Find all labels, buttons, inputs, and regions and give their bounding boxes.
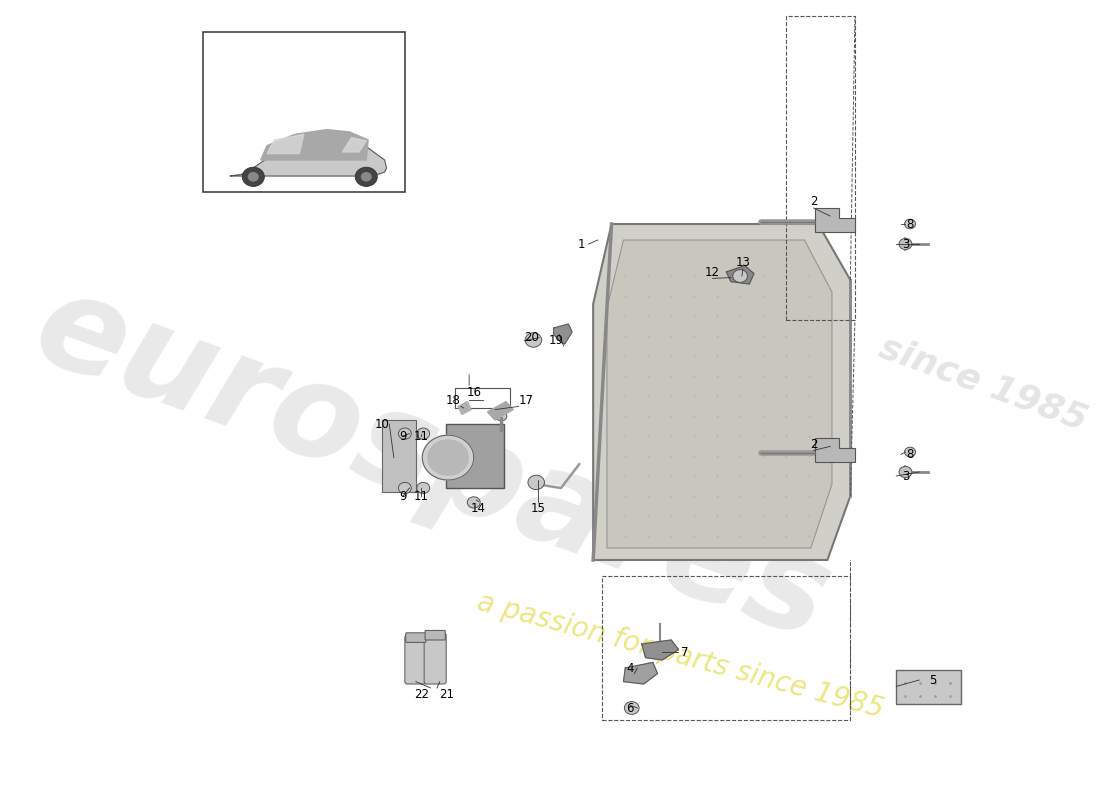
Text: 15: 15	[530, 502, 546, 514]
Polygon shape	[458, 402, 471, 414]
Polygon shape	[553, 324, 572, 344]
Text: 4: 4	[626, 662, 634, 674]
Polygon shape	[230, 136, 386, 176]
Circle shape	[733, 270, 748, 282]
Polygon shape	[641, 640, 679, 660]
Polygon shape	[624, 662, 658, 684]
Text: 3: 3	[902, 470, 910, 482]
Circle shape	[496, 411, 507, 421]
Circle shape	[904, 447, 915, 457]
Polygon shape	[814, 438, 855, 462]
Polygon shape	[422, 435, 474, 480]
Circle shape	[528, 475, 544, 490]
Polygon shape	[342, 138, 366, 152]
Text: 17: 17	[518, 394, 534, 406]
Text: 22: 22	[414, 688, 429, 701]
Text: 19: 19	[549, 334, 564, 346]
Text: a passion for parts since 1985: a passion for parts since 1985	[474, 588, 887, 724]
Text: 9: 9	[399, 490, 407, 502]
Circle shape	[525, 333, 541, 347]
Circle shape	[248, 172, 258, 182]
Polygon shape	[428, 440, 469, 475]
FancyBboxPatch shape	[405, 635, 427, 684]
Text: 11: 11	[414, 430, 429, 442]
Polygon shape	[487, 402, 514, 420]
FancyBboxPatch shape	[425, 630, 446, 640]
Text: 18: 18	[447, 394, 461, 406]
Polygon shape	[261, 130, 368, 160]
Circle shape	[355, 167, 377, 186]
Circle shape	[899, 466, 912, 478]
Polygon shape	[447, 424, 504, 488]
Text: 3: 3	[902, 238, 910, 250]
Text: 2: 2	[810, 438, 817, 450]
Text: 11: 11	[414, 490, 429, 502]
Text: 6: 6	[626, 702, 634, 714]
FancyBboxPatch shape	[202, 32, 405, 192]
Circle shape	[361, 172, 372, 182]
Text: 16: 16	[466, 386, 481, 398]
Text: 14: 14	[471, 502, 486, 514]
Circle shape	[904, 219, 915, 229]
Text: 12: 12	[705, 266, 720, 278]
Text: 5: 5	[930, 674, 937, 686]
Text: 8: 8	[906, 218, 914, 230]
Text: since 1985: since 1985	[874, 330, 1092, 438]
Text: 2: 2	[810, 195, 817, 208]
Circle shape	[398, 482, 411, 494]
Text: 10: 10	[374, 418, 389, 430]
Polygon shape	[267, 134, 304, 154]
Text: 9: 9	[399, 430, 407, 442]
Circle shape	[468, 497, 481, 508]
Polygon shape	[896, 670, 960, 704]
Text: 8: 8	[906, 448, 914, 461]
Circle shape	[417, 482, 430, 494]
Polygon shape	[814, 208, 855, 232]
Circle shape	[242, 167, 264, 186]
Circle shape	[398, 428, 411, 439]
Circle shape	[625, 702, 639, 714]
Polygon shape	[607, 240, 832, 548]
FancyBboxPatch shape	[425, 633, 447, 684]
Text: 7: 7	[681, 646, 689, 658]
Text: 20: 20	[525, 331, 539, 344]
Polygon shape	[726, 266, 754, 284]
Circle shape	[899, 238, 912, 250]
Circle shape	[417, 428, 430, 439]
Polygon shape	[593, 224, 850, 560]
FancyBboxPatch shape	[406, 633, 426, 642]
Text: eurospares: eurospares	[19, 262, 846, 666]
Text: 1: 1	[578, 238, 585, 250]
Text: 13: 13	[736, 256, 750, 269]
Text: 21: 21	[439, 688, 453, 701]
Polygon shape	[382, 420, 416, 492]
